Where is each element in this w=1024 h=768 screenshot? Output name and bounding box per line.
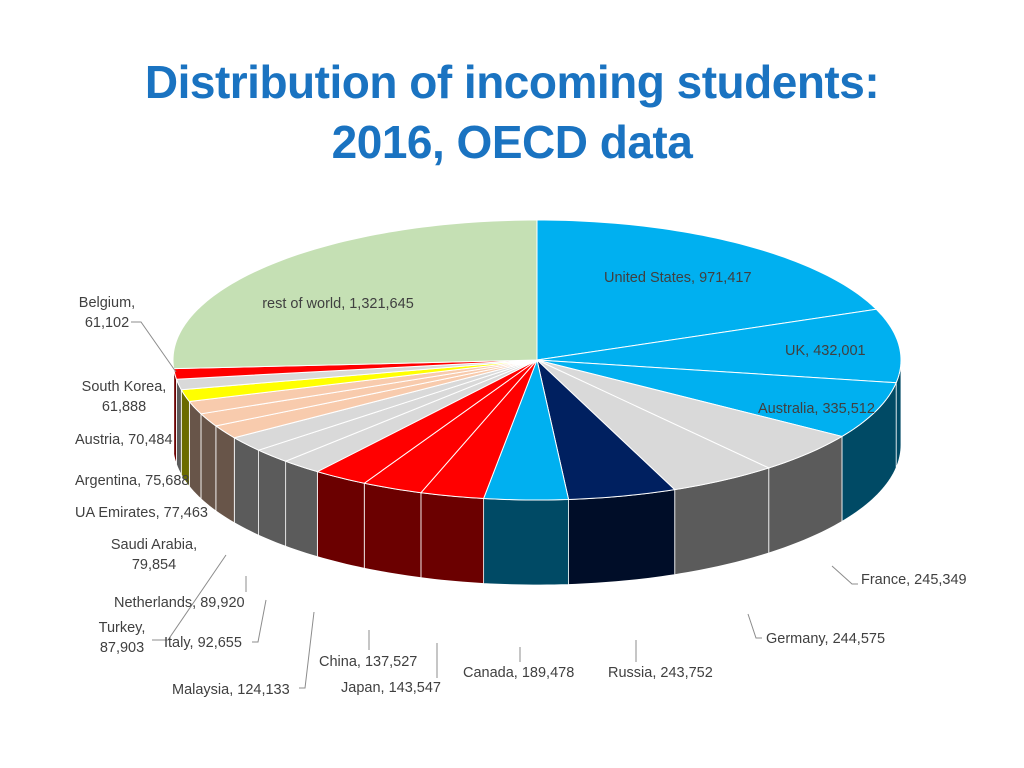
- slice-uk: [536, 308, 902, 384]
- leader-lines: [131, 321, 858, 689]
- side-rest-of-world: [172, 359, 175, 454]
- slice-saudi-arabia: [214, 359, 538, 439]
- slice-france: [536, 359, 844, 469]
- side-austria: [180, 388, 190, 488]
- label-netherlands: Netherlands, 89,920: [114, 595, 245, 611]
- slice-germany: [536, 359, 771, 491]
- slice-japan: [419, 359, 538, 500]
- chart-title-line-2: 2016, OECD data: [331, 116, 693, 168]
- side-china: [363, 482, 422, 579]
- label-argentina: Argentina, 75,688: [75, 473, 189, 489]
- label-united-states: United States, 971,417: [604, 270, 752, 286]
- pie-sides: [172, 359, 902, 586]
- side-turkey: [258, 449, 287, 547]
- label-saudi-arabia-line-2: 79,854: [132, 557, 176, 573]
- label-russia: Russia, 243,752: [608, 665, 713, 681]
- slice-turkey: [257, 359, 538, 462]
- leader-germany: [747, 613, 762, 639]
- side-saudi-arabia: [215, 425, 235, 524]
- side-italy: [285, 460, 318, 558]
- slice-australia: [536, 359, 897, 437]
- slice-malaysia: [315, 359, 538, 484]
- leader-italy: [252, 599, 267, 643]
- side-netherlands: [233, 437, 259, 536]
- label-australia: Australia, 335,512: [758, 401, 875, 417]
- pie-top: [172, 219, 902, 501]
- label-belgium-line-1: Belgium,: [79, 295, 135, 311]
- label-austria: Austria, 70,484: [75, 432, 173, 448]
- leader-belgium: [131, 321, 177, 373]
- side-malaysia: [316, 471, 365, 569]
- label-saudi-arabia-line-1: Saudi Arabia,: [111, 537, 197, 553]
- label-canada: Canada, 189,478: [463, 665, 574, 681]
- label-ua-emirates: UA Emirates, 77,463: [75, 505, 208, 521]
- chart-title: Distribution of incoming students: 2016,…: [0, 52, 1024, 172]
- side-south-korea: [176, 379, 182, 475]
- leader-malaysia: [299, 611, 315, 689]
- label-south-korea-line-1: South Korea,: [82, 379, 167, 395]
- slice-united-states: [536, 219, 878, 361]
- side-argentina: [188, 400, 202, 500]
- slice-canada: [482, 358, 570, 501]
- slice-italy: [284, 359, 538, 473]
- label-turkey-line-2: 87,903: [100, 640, 144, 656]
- slice-rest-of-world: [172, 219, 538, 370]
- label-turkey-line-1: Turkey,: [99, 620, 146, 636]
- label-japan: Japan, 143,547: [341, 680, 441, 696]
- label-south-korea-line-2: 61,888: [102, 399, 146, 415]
- slice-labels: United States, 971,417 UK, 432,001 Austral…: [75, 270, 967, 698]
- side-russia: [568, 489, 676, 585]
- side-canada: [483, 498, 569, 586]
- label-belgium-line-2: 61,102: [85, 315, 129, 331]
- side-japan: [420, 492, 485, 584]
- side-belgium: [173, 368, 177, 465]
- label-china: China, 137,527: [319, 654, 417, 670]
- slice-russia: [536, 358, 676, 500]
- label-malaysia: Malaysia, 124,133: [172, 682, 290, 698]
- leader-france: [831, 565, 858, 585]
- label-germany: Germany, 244,575: [766, 631, 885, 647]
- leader-turkey: [152, 554, 227, 641]
- slice-netherlands: [232, 359, 538, 451]
- slice-china: [363, 359, 538, 494]
- label-france: France, 245,349: [861, 572, 967, 588]
- side-ua-emirates: [200, 412, 217, 512]
- label-italy: Italy, 92,655: [164, 635, 242, 651]
- label-rest-of-world: rest of world, 1,321,645: [262, 296, 414, 312]
- chart-title-line-1: Distribution of incoming students:: [144, 56, 880, 108]
- label-uk: UK, 432,001: [785, 343, 866, 359]
